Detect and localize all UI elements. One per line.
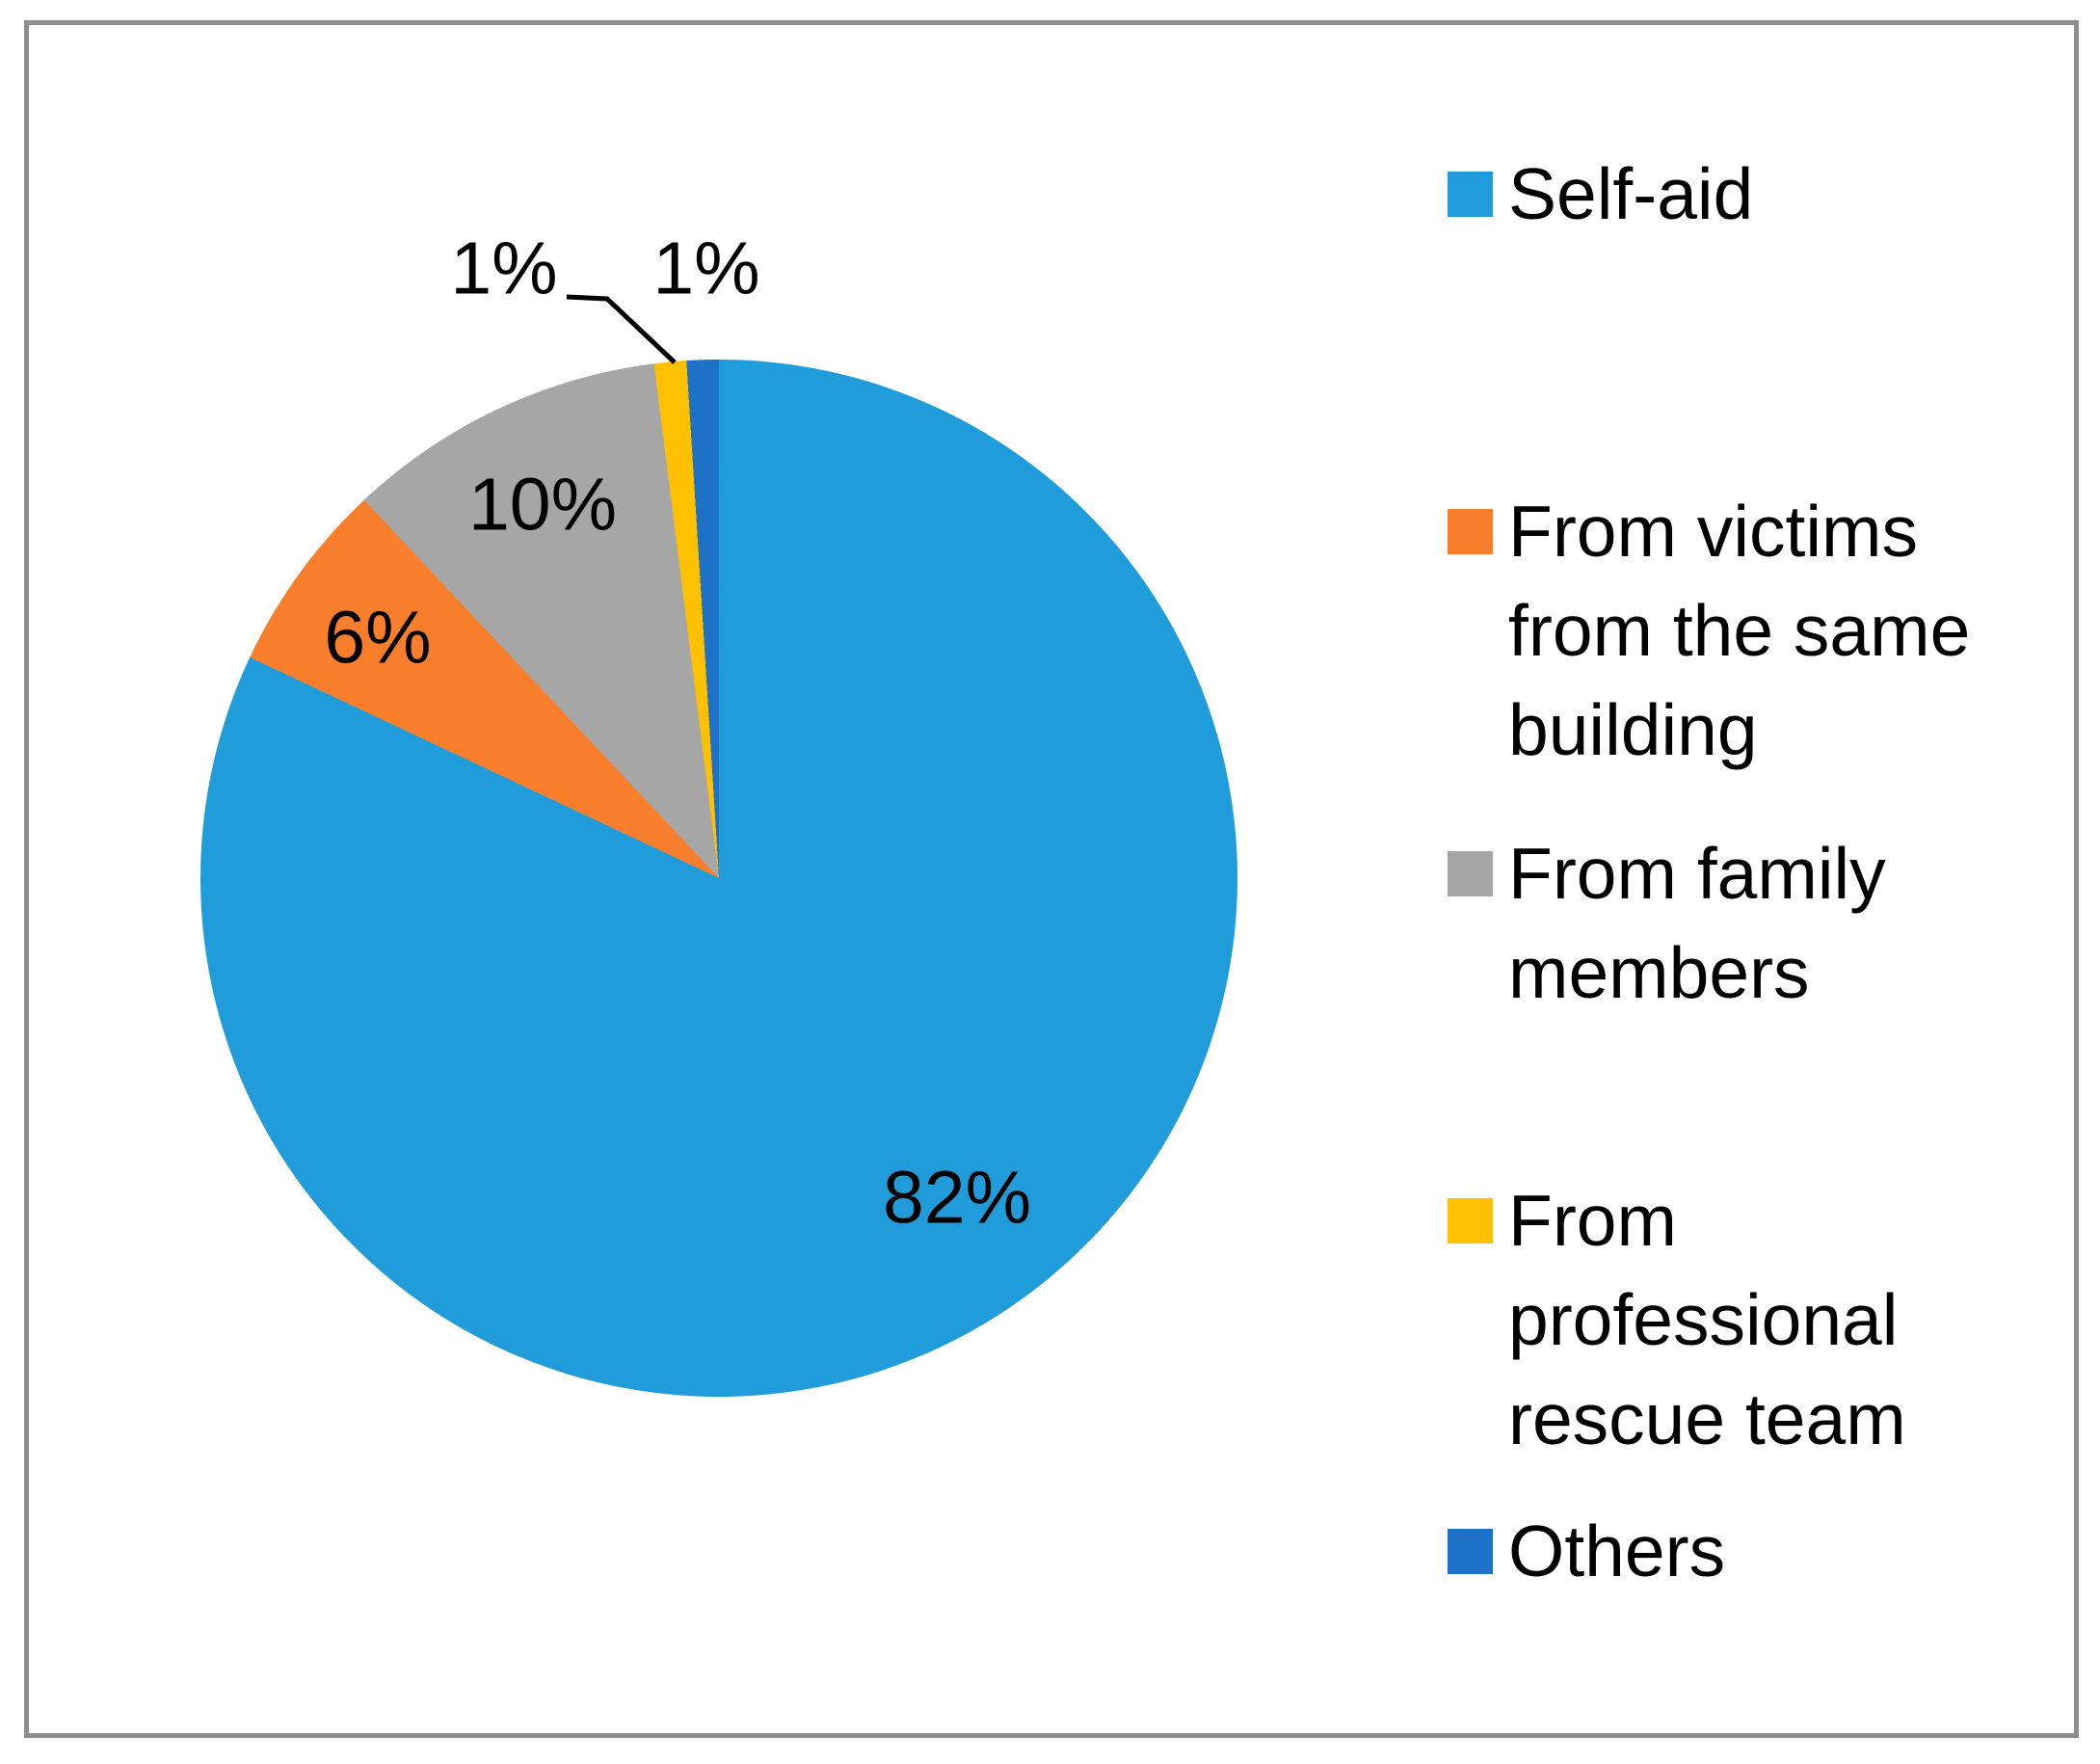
data-label-from-victims-from-the-same-building: 6%	[324, 596, 432, 680]
legend-label-line: professional	[1508, 1279, 1899, 1360]
legend-item-others: Others	[1448, 1502, 1932, 1601]
legend-label-line: Others	[1508, 1510, 1726, 1591]
data-label-from-professional-rescue-team: 1%	[450, 227, 558, 310]
legend-item-from-professional-rescue-team: From professional rescue team	[1448, 1171, 1932, 1469]
legend-swatch-self-aid	[1448, 172, 1493, 217]
legend-label-from-family-members: From family members	[1508, 824, 1932, 1023]
legend-swatch-from-professional-rescue-team	[1448, 1198, 1493, 1243]
legend-label-line: rescue team	[1508, 1378, 1906, 1459]
legend-label-line: From family	[1508, 833, 1886, 914]
legend-swatch-others	[1448, 1529, 1493, 1574]
legend-label-line: from the same	[1508, 590, 1971, 671]
legend-label-line: From victims	[1508, 491, 1918, 572]
legend-item-from-victims-from-the-same-building: From victims from the same building	[1448, 482, 1971, 780]
data-label-self-aid: 82%	[882, 1156, 1032, 1240]
legend-label-line: members	[1508, 932, 1810, 1013]
legend-label-self-aid: Self-aid	[1508, 145, 1932, 244]
legend-label-line: Self-aid	[1508, 153, 1754, 234]
legend-item-from-family-members: From family members	[1448, 824, 1932, 1023]
legend-label-others: Others	[1508, 1502, 1932, 1601]
legend-label-from-professional-rescue-team: From professional rescue team	[1508, 1171, 1932, 1469]
legend-swatch-from-victims-from-the-same-building	[1448, 509, 1493, 554]
legend-label-line: building	[1508, 689, 1758, 770]
pie-chart	[200, 360, 1237, 1397]
data-label-others: 1%	[652, 227, 760, 310]
data-label-from-family-members: 10%	[467, 463, 618, 547]
legend-label-from-victims-from-the-same-building: From victims from the same building	[1508, 482, 1971, 780]
legend-label-line: From	[1508, 1180, 1677, 1261]
legend-swatch-from-family-members	[1448, 851, 1493, 896]
legend-item-self-aid: Self-aid	[1448, 145, 1932, 244]
